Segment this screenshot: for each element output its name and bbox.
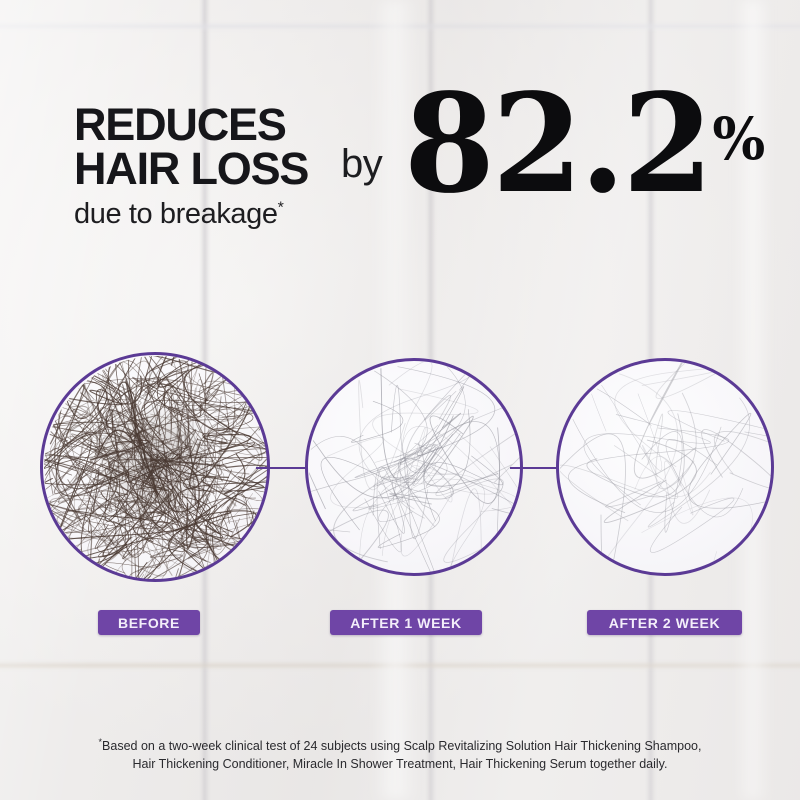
hair-strands-after-1-week	[309, 362, 520, 573]
footnote-line-2: Hair Thickening Conditioner, Miracle In …	[132, 756, 668, 771]
stat-number: 82.2	[404, 64, 713, 224]
label-badge-after-1-week: AFTER 1 WEEK	[330, 610, 482, 635]
headline-line-2: HAIR LOSS	[74, 143, 309, 195]
hair-strands-before	[44, 356, 267, 579]
footnote-marker-headline: *	[277, 199, 284, 217]
stat-percent-sign: %	[712, 105, 765, 173]
result-circle-after-1-week	[305, 358, 523, 576]
footnote: *Based on a two-week clinical test of 24…	[0, 736, 800, 774]
headline-subline-text: due to breakage	[74, 198, 278, 231]
arrow-shaft	[256, 467, 306, 469]
arrow-shaft	[510, 467, 560, 469]
hair-strands-after-2-week	[560, 362, 771, 573]
label-badge-before: BEFORE	[98, 610, 200, 635]
headline-connector: by	[341, 142, 383, 186]
result-circle-after-2-week	[556, 358, 774, 576]
headline-block: REDUCES HAIR LOSS due to breakage*	[74, 99, 374, 229]
label-badge-after-2-week: AFTER 2 WEEK	[587, 610, 742, 635]
footnote-line-1: Based on a two-week clinical test of 24 …	[102, 739, 702, 753]
stat-figure: 82.2%	[404, 76, 765, 212]
headline-line-1: REDUCES	[74, 99, 287, 150]
headline-subline: due to breakage*	[74, 200, 374, 229]
footnote-marker: *	[98, 736, 103, 747]
result-circle-before	[40, 352, 270, 582]
